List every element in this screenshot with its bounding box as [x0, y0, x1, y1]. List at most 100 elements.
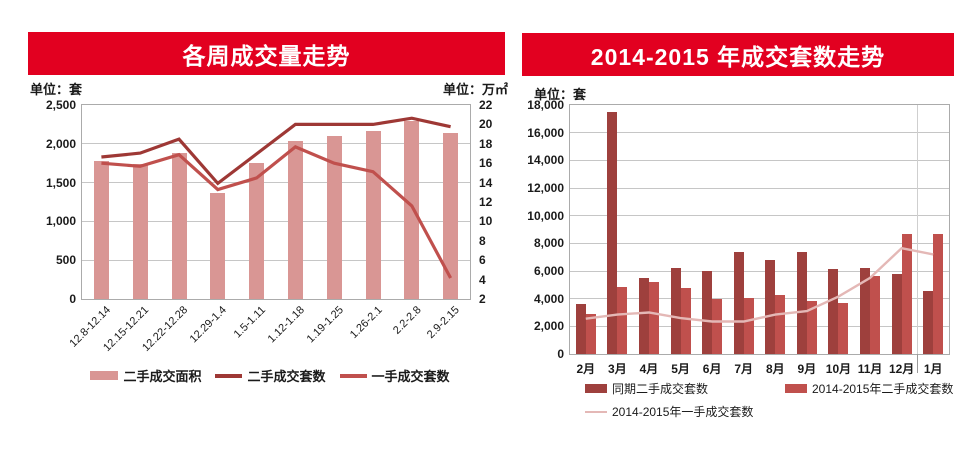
legend-item-current-resale: 2014-2015年二手成交套数: [785, 380, 953, 397]
y-axis-label: 2,000: [45, 136, 76, 151]
secondary-y-axis-label: 14: [479, 175, 493, 190]
new-units-line-swatch: [339, 373, 367, 378]
prior-year-resale-swatch: [585, 384, 607, 393]
y-axis-label: 0: [557, 347, 564, 361]
x-axis-label: 6月: [702, 362, 722, 376]
left-chart-title-banner: 各周成交量走势: [28, 32, 505, 75]
secondary-y-axis-label: 20: [479, 117, 493, 132]
bar: [132, 164, 148, 299]
x-axis-label: 5月: [671, 362, 690, 376]
bar: [443, 133, 459, 299]
bar: [575, 304, 586, 354]
y-axis-label: 18,000: [527, 98, 564, 112]
secondary-y-axis-label: 12: [479, 195, 493, 209]
x-axis-label: 4月: [639, 362, 659, 376]
secondary-y-axis-label: 18: [479, 136, 493, 151]
bar: [765, 259, 776, 354]
y-axis-label: 1,000: [45, 214, 76, 229]
line-series-layer: [101, 116, 453, 279]
x-axis-label: 7月: [734, 362, 754, 376]
bar: [733, 251, 744, 354]
bar: [249, 163, 265, 299]
y-axis-label: 0: [69, 292, 76, 306]
trend-line: [585, 246, 934, 323]
y-axis-label: 14,000: [527, 153, 564, 168]
trend-line: [101, 116, 451, 186]
right-chart-title: 2014-2015 年成交套数走势: [590, 43, 886, 70]
legend-label: 同期二手成交套数: [612, 382, 709, 396]
gridline: [570, 132, 949, 134]
x-axis-label: 8月: [765, 362, 785, 376]
y-axis-label: 12,000: [527, 181, 564, 195]
secondary-y-axis-label: 4: [479, 272, 486, 287]
bar: [607, 111, 618, 354]
x-axis-label: 1月: [923, 362, 943, 376]
y-axis-label: 4,000: [533, 291, 564, 306]
bar: [680, 288, 691, 354]
y-axis-label: 8,000: [533, 236, 564, 251]
bar: [712, 299, 723, 354]
y-axis-label: 2,500: [45, 98, 76, 112]
bar: [901, 233, 912, 354]
x-axis-label: 9月: [797, 362, 817, 376]
bar: [670, 268, 681, 354]
legend-item-resale-area: 二手成交面积: [90, 366, 201, 385]
y-axis-label: 16,000: [527, 125, 564, 140]
legend-label: 一手成交套数: [371, 369, 450, 384]
legend-label: 2014-2015年二手成交套数: [812, 382, 954, 396]
current-resale-swatch: [785, 384, 807, 393]
gridline: [570, 270, 949, 272]
line-series-layer: [585, 246, 934, 323]
gridline: [570, 215, 949, 217]
bar: [838, 302, 849, 354]
bar: [870, 275, 881, 354]
gridline: [82, 143, 470, 145]
bar: [828, 268, 839, 354]
bar: [638, 277, 649, 354]
y-axis-label: 6,000: [533, 264, 564, 278]
left-chart-primary-unit-label: 单位：套: [30, 82, 83, 97]
bar: [702, 271, 713, 354]
bar: [287, 140, 303, 299]
legend-item-resale-units: 二手成交套数: [215, 366, 326, 385]
year-separator-tick: [917, 354, 919, 373]
right-chart-title-banner: 2014-2015 年成交套数走势: [522, 33, 954, 76]
legend-item-current-new: 2014-2015年一手成交套数: [585, 403, 753, 420]
legend-label: 2014-2015年一手成交套数: [612, 405, 754, 419]
x-axis-label: 12月: [888, 362, 915, 376]
bar: [326, 136, 342, 299]
bar: [860, 267, 871, 354]
gridline: [570, 298, 949, 300]
x-axis-label: 10月: [825, 362, 852, 376]
bar: [806, 301, 817, 354]
bar: [617, 286, 628, 354]
left-chart-title: 各周成交量走势: [182, 42, 351, 69]
bar: [404, 120, 420, 299]
left-chart-legend: 二手成交面积 二手成交套数 一手成交套数: [50, 366, 490, 385]
trend-line: [101, 145, 453, 279]
gridline: [82, 220, 470, 222]
legend-label: 二手成交面积: [123, 369, 202, 384]
left-chart-secondary-unit-label: 单位：万㎡: [442, 82, 508, 97]
y-axis-label: 10,000: [527, 208, 564, 223]
legend-item-prior-year-resale: 同期二手成交套数: [585, 380, 708, 397]
left-plot-area: [82, 105, 470, 299]
gridline: [82, 259, 470, 261]
secondary-y-axis-label: 6: [479, 253, 486, 268]
bar: [585, 313, 596, 354]
legend-item-new-units: 一手成交套数: [339, 366, 450, 385]
y-axis-label: 1,500: [45, 175, 76, 190]
x-axis-label: 11月: [857, 362, 883, 376]
right-chart-unit-label: 单位：套: [534, 87, 587, 102]
gridline: [570, 187, 949, 189]
bar: [775, 295, 786, 354]
y-axis-label: 2,000: [533, 319, 564, 334]
resale-units-line-swatch: [215, 373, 243, 378]
x-axis-label: 3月: [608, 362, 627, 376]
year-separator: [917, 105, 919, 354]
secondary-y-axis-label: 16: [479, 156, 493, 171]
gridline: [570, 325, 949, 327]
secondary-y-axis-label: 22: [479, 98, 493, 112]
legend-label: 二手成交套数: [247, 369, 326, 384]
